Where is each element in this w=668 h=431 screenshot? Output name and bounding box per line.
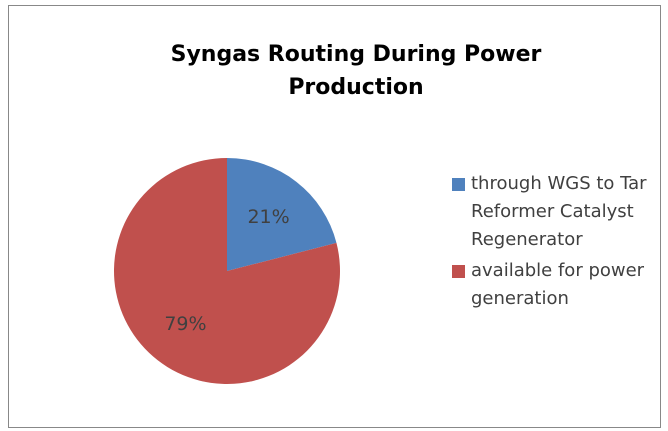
- pie-slice: [114, 158, 340, 384]
- legend-swatch: [452, 265, 465, 278]
- legend-swatch: [452, 178, 465, 191]
- legend-item: through WGS to Tar Reformer Catalyst Reg…: [452, 170, 652, 254]
- legend-item: available for power generation: [452, 257, 652, 313]
- legend: through WGS to Tar Reformer Catalyst Reg…: [452, 170, 652, 316]
- pie-slice: [227, 158, 337, 271]
- legend-label: available for power generation: [471, 260, 645, 309]
- data-label: 21%: [247, 206, 289, 228]
- data-label: 79%: [164, 313, 206, 335]
- legend-label: through WGS to Tar Reformer Catalyst Reg…: [471, 173, 647, 250]
- chart-title: Syngas Routing During Power Production: [170, 42, 542, 100]
- chart-border: [8, 5, 661, 428]
